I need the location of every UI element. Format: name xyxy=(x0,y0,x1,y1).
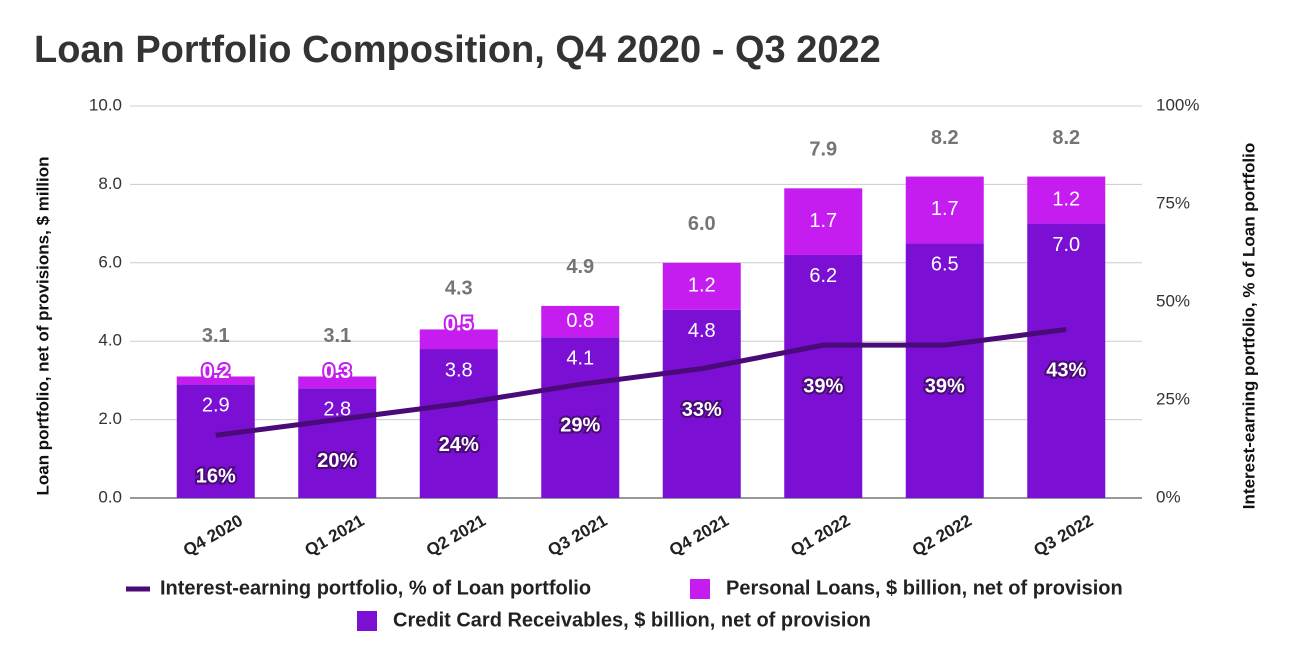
chart-title: Loan Portfolio Composition, Q4 2020 - Q3… xyxy=(34,29,881,71)
line xyxy=(215,326,1067,438)
y-tick-label: 6.0 xyxy=(98,252,122,271)
y-tick-label: 0.0 xyxy=(98,487,122,506)
line-label: 29% xyxy=(560,415,600,437)
bar-segment xyxy=(662,262,741,310)
legend-label: Interest-earning portfolio, % of Loan po… xyxy=(160,577,591,599)
total-label: 7.9 xyxy=(809,139,837,161)
x-tick-label: Q3 2022 xyxy=(1030,511,1096,560)
bar-segment xyxy=(905,243,984,498)
data-label: 2.8 xyxy=(323,399,351,421)
y-tick-label: 10.0 xyxy=(89,95,122,114)
data-label: 0.3 xyxy=(323,361,351,383)
line-label: 39% xyxy=(925,375,965,397)
bar-segment xyxy=(541,337,620,498)
legend-swatch xyxy=(690,579,710,599)
y-tick-label: 4.0 xyxy=(98,331,122,350)
y-tick-label: 2.0 xyxy=(98,409,122,428)
data-label: 0.5 xyxy=(445,314,473,336)
line-label: 24% xyxy=(439,434,479,456)
data-label: 1.2 xyxy=(1052,188,1080,210)
bar-segment xyxy=(298,376,377,389)
line-label: 33% xyxy=(682,399,722,421)
line-label: 20% xyxy=(317,450,357,472)
total-label: 8.2 xyxy=(1052,127,1080,149)
bar-segment xyxy=(176,384,255,498)
total-label: 4.3 xyxy=(445,278,473,300)
data-label: 3.8 xyxy=(445,359,473,381)
bar-segment xyxy=(662,309,741,498)
data-label: 0.8 xyxy=(566,310,594,332)
bar-segment xyxy=(784,188,863,255)
data-label: 4.8 xyxy=(688,320,716,342)
bar-segment xyxy=(1027,223,1106,498)
data-label: 7.0 xyxy=(1052,234,1080,256)
y2-tick-label: 75% xyxy=(1156,193,1190,212)
x-tick-label: Q2 2022 xyxy=(909,511,975,560)
x-tick-label: Q4 2021 xyxy=(666,511,732,560)
data-label: 1.7 xyxy=(809,210,837,232)
data-label: 1.7 xyxy=(931,198,959,220)
y-tick-label: 8.0 xyxy=(98,174,122,193)
bar-segment xyxy=(419,349,498,498)
x-tick-label: Q4 2020 xyxy=(180,511,246,560)
total-label: 4.9 xyxy=(566,256,594,278)
data-label: 6.2 xyxy=(809,265,837,287)
legend-label: Personal Loans, $ billion, net of provis… xyxy=(726,577,1123,599)
data-label: 4.1 xyxy=(566,348,594,370)
x-tick-label: Q3 2021 xyxy=(544,511,610,560)
legend-label: Credit Card Receivables, $ billion, net … xyxy=(393,609,871,631)
total-label: 8.2 xyxy=(931,127,959,149)
y2-axis-title: Interest-earning portfolio, % of Loan po… xyxy=(1239,143,1258,509)
legend-swatch xyxy=(357,611,377,631)
y2-tick-label: 0% xyxy=(1156,487,1181,506)
y2-tick-label: 50% xyxy=(1156,291,1190,310)
bar-segment xyxy=(905,176,984,244)
bar-segment xyxy=(298,388,377,498)
y2-tick-label: 25% xyxy=(1156,389,1190,408)
total-label: 6.0 xyxy=(688,213,716,235)
bar-segment xyxy=(784,254,863,498)
line-label: 16% xyxy=(196,466,236,488)
y-axis-title: Loan portfolio, net of provisions, $ mil… xyxy=(33,156,52,495)
bar-segment xyxy=(1027,176,1106,224)
data-label: 1.2 xyxy=(688,275,716,297)
bar-segment xyxy=(176,376,255,385)
x-tick-label: Q2 2021 xyxy=(423,511,489,560)
y2-tick-label: 100% xyxy=(1156,95,1199,114)
total-label: 3.1 xyxy=(323,325,351,347)
x-tick-label: Q1 2022 xyxy=(787,511,853,560)
x-tick-label: Q1 2021 xyxy=(301,511,367,560)
data-label: 2.9 xyxy=(202,395,230,417)
line-label: 43% xyxy=(1046,360,1086,382)
bar-segment xyxy=(541,305,620,338)
data-label: 6.5 xyxy=(931,253,959,275)
total-label: 3.1 xyxy=(202,325,230,347)
data-label: 0.2 xyxy=(202,361,230,383)
bar-segment xyxy=(419,329,498,350)
line-label: 39% xyxy=(803,375,843,397)
